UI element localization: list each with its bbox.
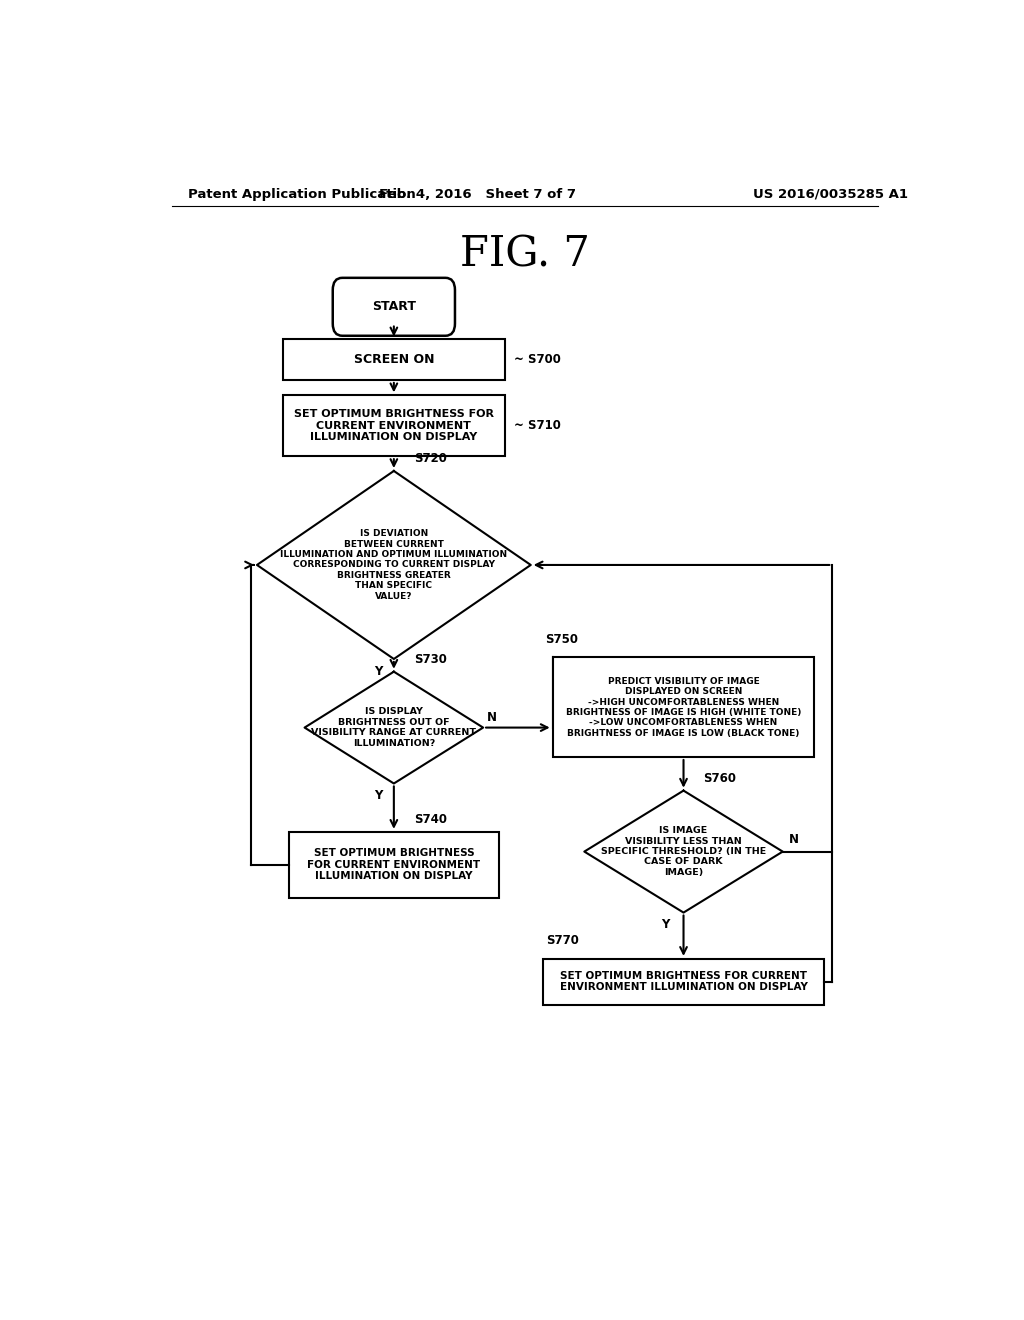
Text: ~ S710: ~ S710 <box>514 420 561 432</box>
Text: SET OPTIMUM BRIGHTNESS FOR CURRENT
ENVIRONMENT ILLUMINATION ON DISPLAY: SET OPTIMUM BRIGHTNESS FOR CURRENT ENVIR… <box>559 972 808 993</box>
Text: ~ S700: ~ S700 <box>514 354 561 366</box>
Text: Y: Y <box>374 665 382 677</box>
FancyBboxPatch shape <box>289 832 499 898</box>
Text: PREDICT VISIBILITY OF IMAGE
DISPLAYED ON SCREEN
->HIGH UNCOMFORTABLENESS WHEN
BR: PREDICT VISIBILITY OF IMAGE DISPLAYED ON… <box>566 677 801 738</box>
FancyBboxPatch shape <box>333 277 455 335</box>
Text: Feb. 4, 2016   Sheet 7 of 7: Feb. 4, 2016 Sheet 7 of 7 <box>379 187 575 201</box>
Text: S740: S740 <box>414 813 446 826</box>
FancyBboxPatch shape <box>283 339 505 380</box>
Text: SET OPTIMUM BRIGHTNESS
FOR CURRENT ENVIRONMENT
ILLUMINATION ON DISPLAY: SET OPTIMUM BRIGHTNESS FOR CURRENT ENVIR… <box>307 849 480 882</box>
Text: IS DISPLAY
BRIGHTNESS OUT OF
VISIBILITY RANGE AT CURRENT
ILLUMINATION?: IS DISPLAY BRIGHTNESS OUT OF VISIBILITY … <box>311 708 476 747</box>
Text: Y: Y <box>374 789 382 803</box>
FancyBboxPatch shape <box>543 958 824 1005</box>
Text: S750: S750 <box>545 632 578 645</box>
Text: S760: S760 <box>703 772 736 785</box>
Text: S720: S720 <box>414 453 446 465</box>
FancyBboxPatch shape <box>283 395 505 457</box>
Text: SET OPTIMUM BRIGHTNESS FOR
CURRENT ENVIRONMENT
ILLUMINATION ON DISPLAY: SET OPTIMUM BRIGHTNESS FOR CURRENT ENVIR… <box>294 409 494 442</box>
Polygon shape <box>585 791 782 912</box>
Text: Patent Application Publication: Patent Application Publication <box>187 187 416 201</box>
Text: S730: S730 <box>414 653 446 667</box>
Text: S770: S770 <box>547 935 580 946</box>
Text: Y: Y <box>662 919 670 932</box>
Text: N: N <box>487 711 497 723</box>
Text: START: START <box>372 300 416 313</box>
Text: SCREEN ON: SCREEN ON <box>353 354 434 366</box>
FancyBboxPatch shape <box>553 657 814 758</box>
Text: US 2016/0035285 A1: US 2016/0035285 A1 <box>753 187 908 201</box>
Polygon shape <box>304 672 483 784</box>
Text: N: N <box>790 833 799 846</box>
Polygon shape <box>257 471 530 659</box>
Text: IS IMAGE
VISIBILITY LESS THAN
SPECIFIC THRESHOLD? (IN THE
CASE OF DARK
IMAGE): IS IMAGE VISIBILITY LESS THAN SPECIFIC T… <box>601 826 766 876</box>
Text: FIG. 7: FIG. 7 <box>460 234 590 276</box>
Text: IS DEVIATION
BETWEEN CURRENT
ILLUMINATION AND OPTIMUM ILLUMINATION
CORRESPONDING: IS DEVIATION BETWEEN CURRENT ILLUMINATIO… <box>281 529 508 601</box>
